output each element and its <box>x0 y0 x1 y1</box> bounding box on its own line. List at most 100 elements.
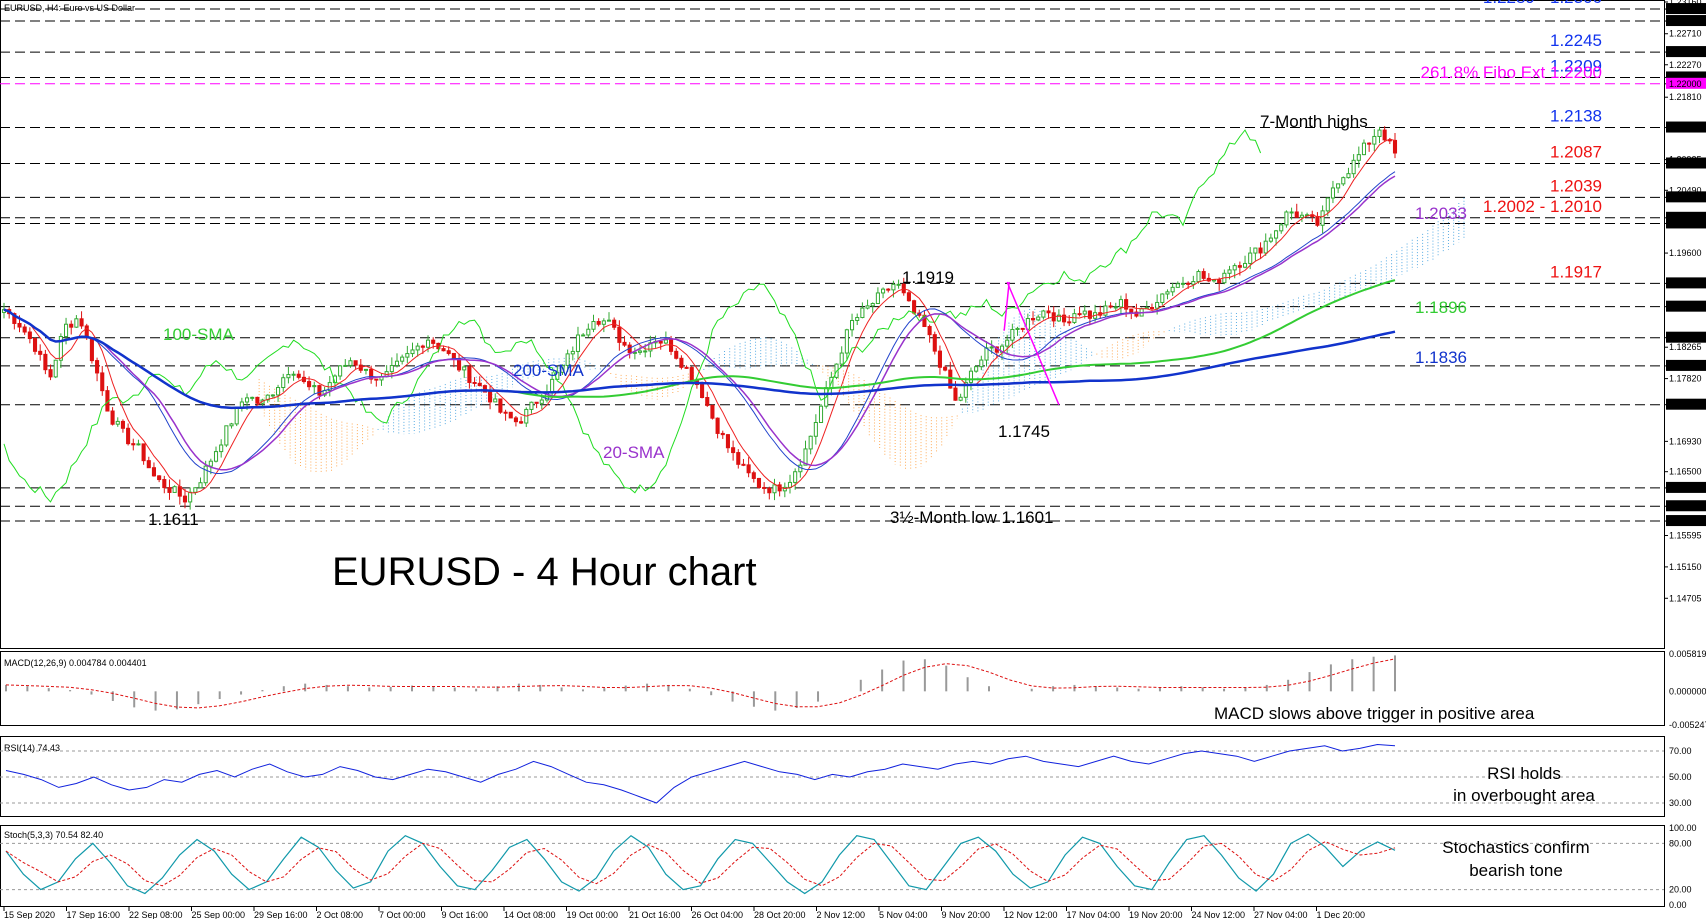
candle-body-255 <box>1320 210 1325 226</box>
stoch-panel-frame <box>0 825 1665 907</box>
price-tick-label-20: 1.18265 <box>1669 342 1702 352</box>
price-tick-label-8: 1.21810 <box>1669 92 1702 102</box>
candle-body-164 <box>849 320 855 331</box>
candle-body-47 <box>244 397 250 403</box>
time-tick-label-8: 14 Oct 08:00 <box>504 910 556 919</box>
macd-label: MACD(12,26,9) 0.004784 0.004401 <box>4 658 147 668</box>
macd-panel: MACD(12,26,9) 0.004784 0.004401 0.005819 0… <box>4 649 1706 730</box>
price-tick-label-26: 1.16270 <box>1669 483 1702 493</box>
candle-body-254 <box>1315 215 1320 226</box>
annotation-9: 1.1611 <box>148 510 199 529</box>
price-tag-bg-13 <box>1666 191 1706 203</box>
candle-body-170 <box>881 288 886 294</box>
candle-body-91 <box>472 381 477 384</box>
rsi-panel: RSI(14) 74.43 70.00 50.00 30.00 RSI holds in … <box>0 743 1692 808</box>
candle-body-182 <box>943 366 948 371</box>
time-tick-label-2: 22 Sep 08:00 <box>129 910 183 919</box>
candle-body-99 <box>513 417 518 423</box>
stoch-tick-3: 0.00 <box>1669 900 1687 910</box>
candle-body-7 <box>38 350 43 355</box>
candle-body-225 <box>1165 291 1170 295</box>
candle-body-52 <box>270 394 275 397</box>
price-tick-label-6: 1.22090 <box>1669 72 1702 82</box>
candle-body-132 <box>684 366 689 369</box>
candle-body-26 <box>136 443 141 446</box>
candle-body-4 <box>22 326 27 333</box>
candle-body-181 <box>937 350 942 368</box>
candle-body-214 <box>1108 305 1113 308</box>
price-tag-bg-4 <box>1666 46 1706 58</box>
candle-body-259 <box>1341 177 1346 185</box>
main-panel-frame <box>0 0 1665 649</box>
candle-body-240 <box>1242 262 1248 268</box>
candle-body-113 <box>586 328 591 336</box>
level-label-6: 1.2087 <box>1550 143 1602 162</box>
price-tag-bg-14 <box>1666 211 1706 223</box>
candle-body-163 <box>844 329 849 354</box>
price-tick-label-1: 1.23060 <box>1669 4 1702 14</box>
candle-body-24 <box>126 427 131 445</box>
candle-body-213 <box>1103 305 1108 316</box>
candle-body-173 <box>896 283 901 286</box>
candle-body-104 <box>539 399 544 404</box>
price-tag-bg-21 <box>1666 359 1706 371</box>
candle-body-88 <box>457 358 462 371</box>
candle-body-210 <box>1087 310 1092 319</box>
candle-body-205 <box>1062 314 1067 323</box>
candle-body-55 <box>286 374 291 379</box>
candle-body-76 <box>394 360 400 367</box>
candle-body-36 <box>188 491 193 503</box>
candle-body-264 <box>1367 142 1372 145</box>
time-tick-label-21: 1 Dec 20:00 <box>1317 910 1366 919</box>
candle-body-117 <box>606 319 612 322</box>
panel-frames <box>0 0 1665 907</box>
stoch-k-line <box>5 833 1396 895</box>
main-price-axis: 1.231601.230601.228901.227101.224501.222… <box>1664 0 1706 603</box>
candle-body-231 <box>1196 271 1201 283</box>
candle-body-56 <box>291 373 296 376</box>
candle-body-135 <box>700 384 705 399</box>
price-tick-label-21: 1.18000 <box>1669 361 1702 371</box>
candle-body-22 <box>115 420 120 425</box>
price-tick-label-7: 1.22000 <box>1669 79 1702 89</box>
time-tick-label-10: 21 Oct 16:00 <box>629 910 681 919</box>
candle-body-229 <box>1186 282 1191 285</box>
annotation-0: 7-Month highs <box>1260 112 1368 131</box>
candle-body-54 <box>281 377 286 389</box>
candle-body-12 <box>64 323 69 338</box>
candle-body-61 <box>317 385 322 396</box>
candle-body-222 <box>1149 307 1155 310</box>
candle-body-142 <box>736 452 741 465</box>
rsi-tick-0: 70.00 <box>1669 746 1692 756</box>
candle-body-239 <box>1237 265 1242 268</box>
candle-body-141 <box>731 447 736 454</box>
candle-body-85 <box>441 348 446 352</box>
candle-body-243 <box>1258 247 1263 254</box>
ichimoku-cloud <box>258 197 1465 474</box>
stoch-d-line <box>5 841 1396 887</box>
candle-body-200 <box>1036 316 1041 321</box>
kijun-line <box>3 171 1396 474</box>
annotation-2: 1.1896 <box>1415 298 1467 317</box>
stoch-tick-0: 100.00 <box>1669 823 1697 833</box>
candle-body-151 <box>782 486 787 492</box>
candle-body-226 <box>1170 286 1175 293</box>
chikou-span-line <box>3 129 1262 503</box>
candle-body-187 <box>968 370 974 383</box>
candle-body-191 <box>989 346 994 349</box>
candle-body-77 <box>400 356 405 362</box>
candle-body-68 <box>353 360 358 366</box>
candle-body-140 <box>725 434 730 449</box>
candle-body-218 <box>1129 308 1134 313</box>
annotation-1: 1.2033 <box>1415 204 1467 223</box>
candle-body-156 <box>808 435 813 450</box>
price-tag-bg-28 <box>1666 515 1706 527</box>
candle-body-82 <box>425 339 431 348</box>
candle-body-153 <box>793 471 798 483</box>
price-tag-bg-26 <box>1666 481 1706 493</box>
candle-body-39 <box>203 465 208 484</box>
candle-body-2 <box>12 313 17 324</box>
candle-body-249 <box>1289 211 1294 214</box>
macd-tick-1: 0.000000 <box>1669 686 1706 696</box>
